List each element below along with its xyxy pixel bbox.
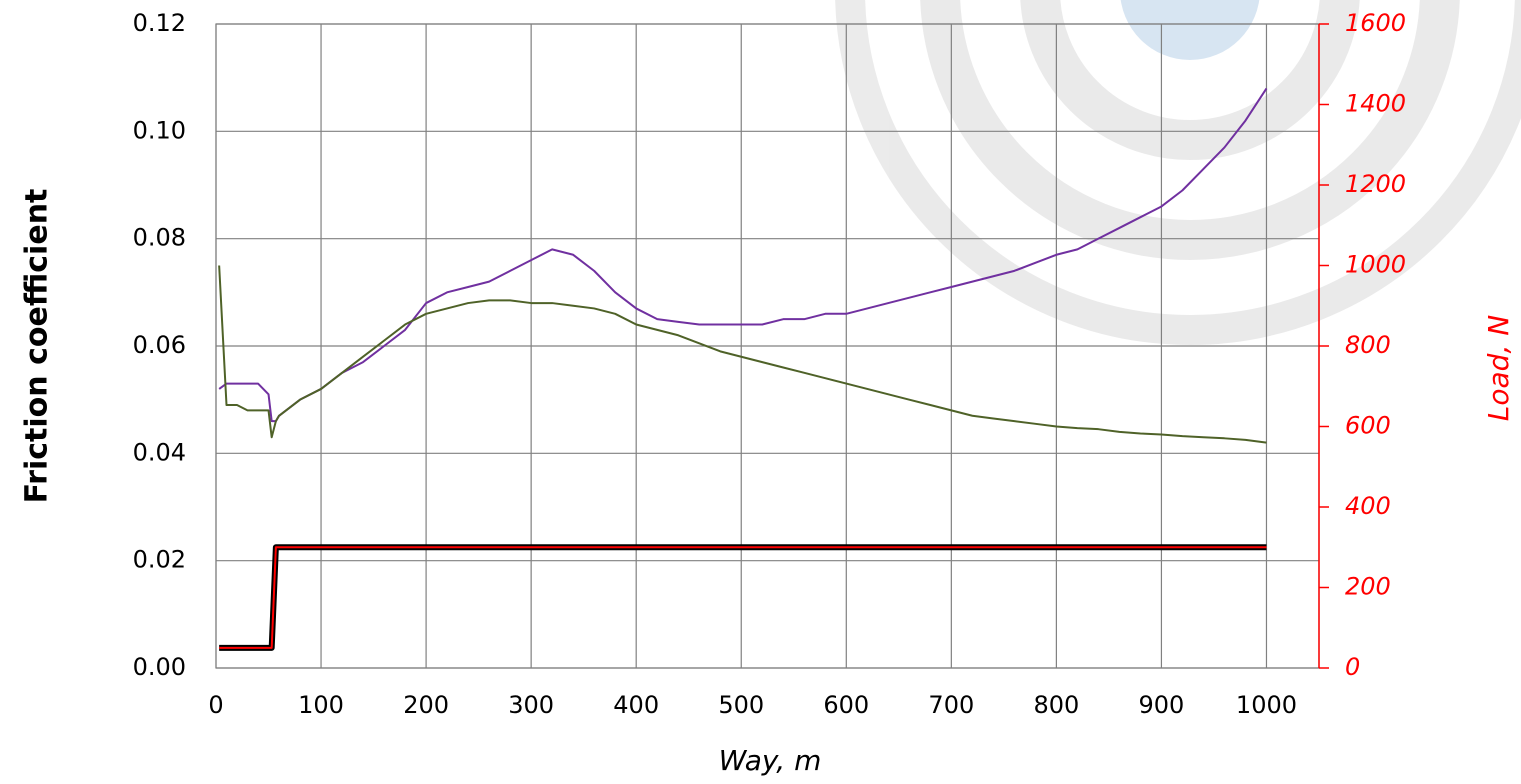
y-tick-label: 0.04 <box>133 438 186 466</box>
x-axis-label: Way, m <box>719 744 822 777</box>
y-tick-label: 0.08 <box>133 224 186 252</box>
x-tick-label: 0 <box>208 691 223 719</box>
series-line <box>219 546 1267 649</box>
y2-tick-label: 200 <box>1345 573 1391 601</box>
x-tick-label: 200 <box>403 691 449 719</box>
y2-tick-label: 600 <box>1345 412 1391 440</box>
x-tick-label: 100 <box>298 691 344 719</box>
y-tick-label: 0.02 <box>133 546 186 574</box>
watermark-dot <box>1120 0 1260 60</box>
x-tick-label: 700 <box>928 691 974 719</box>
x-tick-label: 400 <box>613 691 659 719</box>
y2-tick-label: 400 <box>1345 492 1391 520</box>
y-tick-label: 0.00 <box>133 653 186 681</box>
x-tick-label: 500 <box>718 691 764 719</box>
y2-tick-label: 800 <box>1345 331 1391 359</box>
y-tick-label: 0.12 <box>133 9 186 37</box>
x-tick-label: 300 <box>508 691 554 719</box>
series-line <box>219 544 1267 651</box>
y-tick-label: 0.10 <box>133 116 186 144</box>
y2-tick-label: 1200 <box>1345 170 1406 198</box>
y-axis-label: Friction coefficient <box>20 189 55 504</box>
y2-axis-label: Load, N <box>1482 315 1515 421</box>
y2-tick-label: 1600 <box>1345 9 1406 37</box>
y2-tick-label: 1000 <box>1345 251 1406 279</box>
y2-tick-label: 1400 <box>1345 90 1406 118</box>
watermark <box>835 0 1521 345</box>
series-line <box>218 265 1267 444</box>
x-tick-label: 600 <box>823 691 869 719</box>
x-tick-label: 800 <box>1033 691 1079 719</box>
x-tick-label: 900 <box>1139 691 1185 719</box>
y2-tick-label: 0 <box>1345 653 1360 681</box>
y-tick-label: 0.06 <box>133 331 186 359</box>
x-tick-label: 1000 <box>1236 691 1297 719</box>
